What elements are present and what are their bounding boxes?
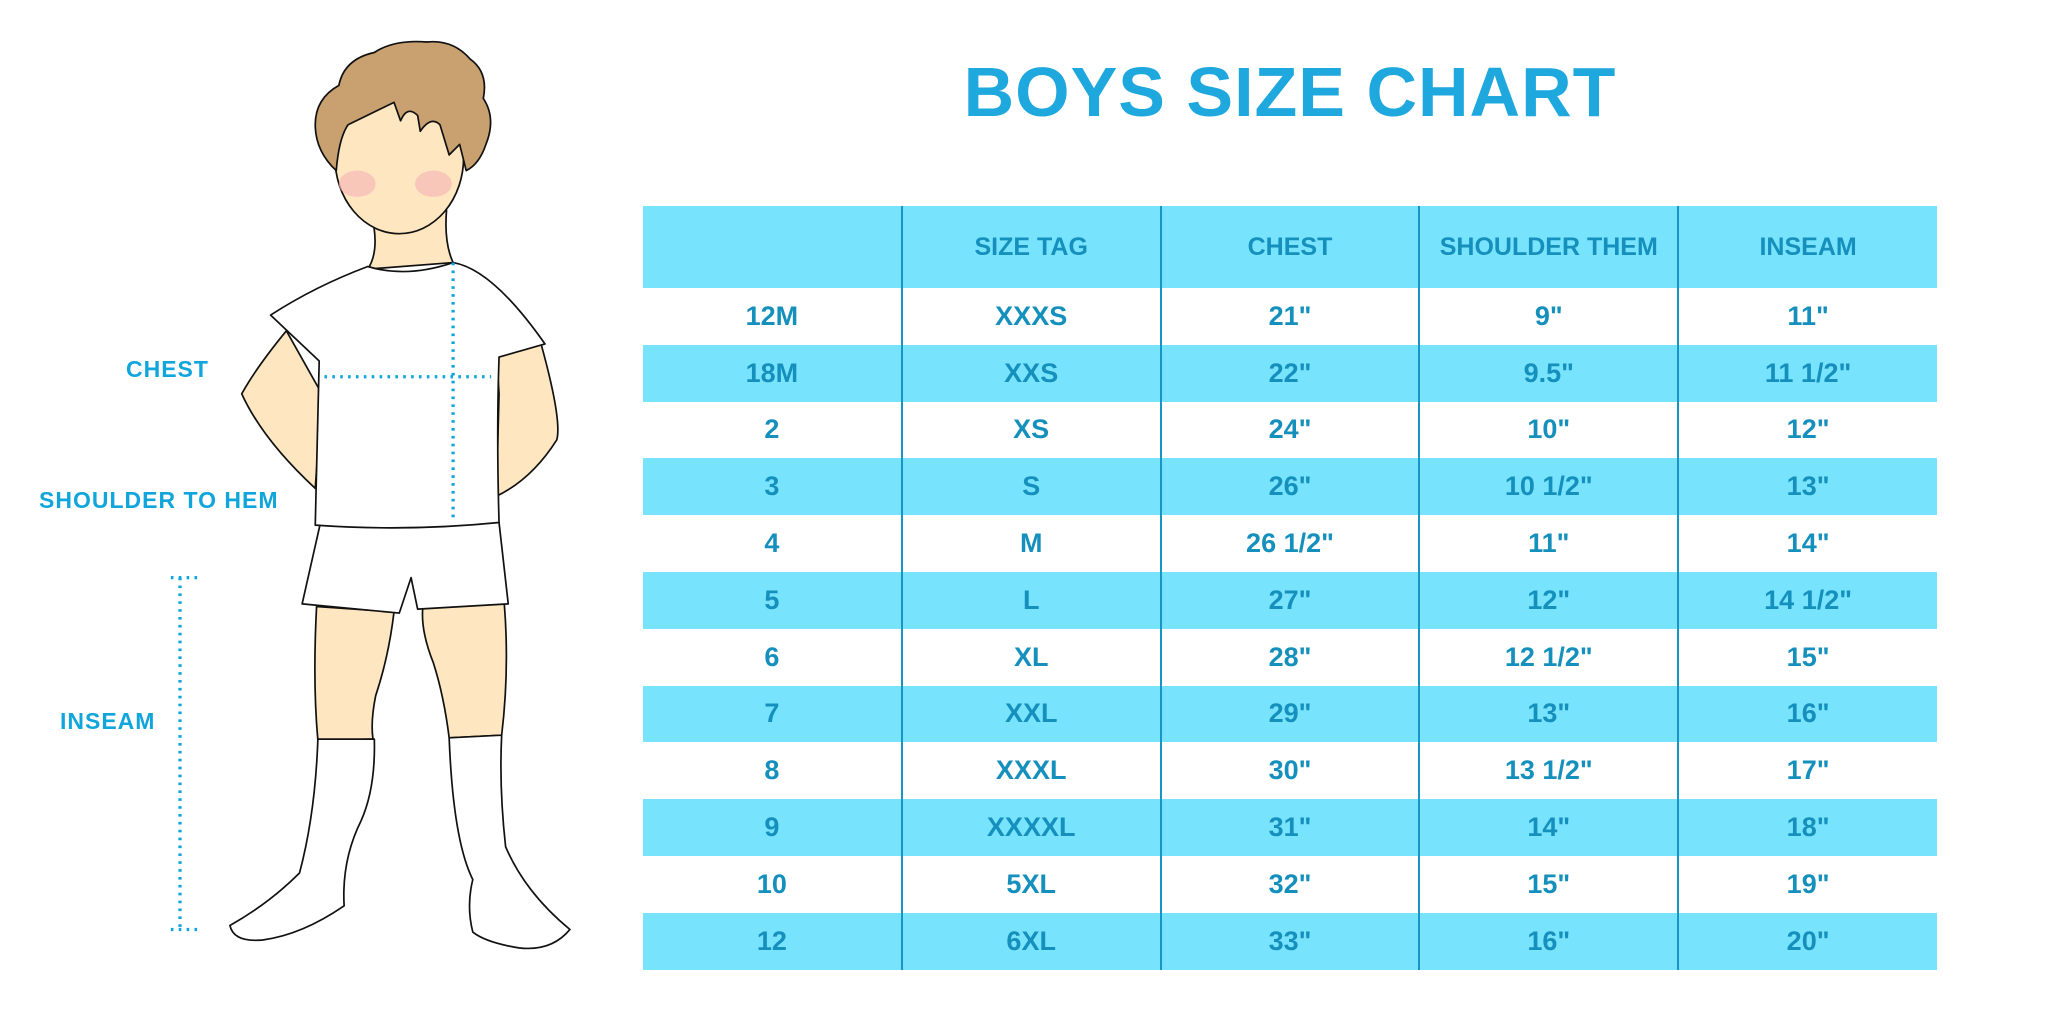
table-cell: 22": [1159, 344, 1420, 402]
table-cell: XXXL: [900, 742, 1161, 800]
right-sock: [448, 734, 571, 950]
table-cell: 15": [1677, 628, 1937, 686]
table-cell: 12": [1418, 571, 1679, 629]
table-cell: 7: [764, 698, 780, 729]
table-cell: 12 1/2": [1418, 628, 1679, 686]
table-cell: 6: [764, 641, 780, 672]
table-cell: M: [900, 515, 1161, 572]
table-row: 4 M 26 1/2" 11" 14": [643, 515, 1937, 572]
table-row: 12 6XL 33" 16" 20": [643, 912, 1937, 970]
table-cell: XL: [900, 628, 1161, 686]
table-cell: 9: [764, 812, 780, 843]
table-cell: 33": [1159, 912, 1420, 970]
table-cell: 13 1/2": [1418, 742, 1679, 800]
table-cell: L: [900, 571, 1161, 629]
table-cell: XS: [900, 401, 1161, 459]
left-sock: [229, 738, 376, 942]
right-leg: [421, 603, 508, 739]
hair: [314, 40, 492, 172]
table-cell: 10: [756, 868, 787, 899]
table-cell: XXXXL: [900, 799, 1161, 856]
shirt: [269, 261, 546, 529]
table-cell: 16": [1677, 685, 1937, 743]
table-cell: 5: [764, 584, 780, 615]
table-cell: 14": [1418, 799, 1679, 856]
column-header: INSEAM: [1677, 206, 1937, 288]
table-row: 3 S 26" 10 1/2" 13": [643, 458, 1937, 516]
table-cell: 24": [1159, 401, 1420, 459]
table-row: 5 L 27" 12" 14 1/2": [643, 571, 1937, 629]
left-leg: [314, 605, 395, 742]
table-row: 9 XXXXL 31" 14" 18": [643, 799, 1937, 856]
inseam-label: INSEAM: [60, 708, 156, 734]
table-cell: S: [900, 458, 1161, 516]
table-cell: 30": [1159, 742, 1420, 800]
table-cell: 26": [1159, 458, 1420, 516]
table-cell: 9": [1418, 288, 1679, 345]
boy-illustration: [170, 40, 571, 950]
table-cell: 5XL: [900, 855, 1161, 913]
shorts: [301, 521, 510, 614]
table-cell: 27": [1159, 571, 1420, 629]
table-cell: 20": [1677, 912, 1937, 970]
table-cell: 12M: [745, 300, 799, 331]
column-header: CHEST: [1159, 206, 1420, 288]
table-cell: 28": [1159, 628, 1420, 686]
table-cell: 11": [1418, 515, 1679, 572]
table-cell: 32": [1159, 855, 1420, 913]
table-cell: 13": [1418, 685, 1679, 743]
table-cell: 31": [1159, 799, 1420, 856]
shoulder-to-hem-label: SHOULDER TO HEM: [39, 487, 279, 513]
table-cell: 11": [1677, 288, 1937, 345]
table-row: 18M XXS 22" 9.5" 11 1/2": [643, 344, 1937, 402]
table-cell: 14": [1677, 515, 1937, 572]
table-row: 10 5XL 32" 15" 19": [643, 855, 1937, 913]
table-cell: XXS: [900, 344, 1161, 402]
table-row: 7 XXL 29" 13" 16": [643, 685, 1937, 743]
table-cell: 8: [764, 755, 780, 786]
table-cell: 18M: [745, 357, 799, 388]
table-cell: 10": [1418, 401, 1679, 459]
table-cell: 3: [764, 471, 780, 502]
table-cell: 10 1/2": [1418, 458, 1679, 516]
table-row: 8 XXXL 30" 13 1/2" 17": [643, 742, 1937, 800]
table-cell: 29": [1159, 685, 1420, 743]
table-cell: 6XL: [900, 912, 1161, 970]
table-cell: 21": [1159, 288, 1420, 345]
column-header: SIZE TAG: [900, 206, 1161, 288]
size-chart-table: SIZE TAG CHEST SHOULDER THEM INSEAM 12M XXXS…: [643, 206, 1937, 970]
column-header: [643, 206, 902, 288]
table-cell: 12": [1677, 401, 1937, 459]
table-cell: 11 1/2": [1677, 344, 1937, 402]
column-header: SHOULDER THEM: [1418, 206, 1679, 288]
table-cell: 9.5": [1418, 344, 1679, 402]
table-row: 12M XXXS 21" 9" 11": [643, 288, 1937, 345]
table-cell: 15": [1418, 855, 1679, 913]
page-title: BOYS SIZE CHART: [963, 53, 1617, 131]
table-row: 6 XL 28" 12 1/2" 15": [643, 628, 1937, 686]
table-cell: XXL: [900, 685, 1161, 743]
table-cell: 16": [1418, 912, 1679, 970]
table-row: 2 XS 24" 10" 12": [643, 401, 1937, 459]
table-cell: 14 1/2": [1677, 571, 1937, 629]
table-cell: 19": [1677, 855, 1937, 913]
chest-label: CHEST: [126, 356, 209, 382]
right-arm: [495, 343, 559, 498]
left-arm: [240, 329, 323, 490]
table-cell: 13": [1677, 458, 1937, 516]
table-cell: 4: [764, 528, 780, 559]
table-cell: 17": [1677, 742, 1937, 800]
table-cell: XXXS: [900, 288, 1161, 345]
table-header-row: SIZE TAG CHEST SHOULDER THEM INSEAM: [643, 206, 1937, 288]
table-cell: 2: [764, 414, 780, 445]
table-cell: 12: [756, 925, 787, 956]
table-cell: 18": [1677, 799, 1937, 856]
table-cell: 26 1/2": [1159, 515, 1420, 572]
